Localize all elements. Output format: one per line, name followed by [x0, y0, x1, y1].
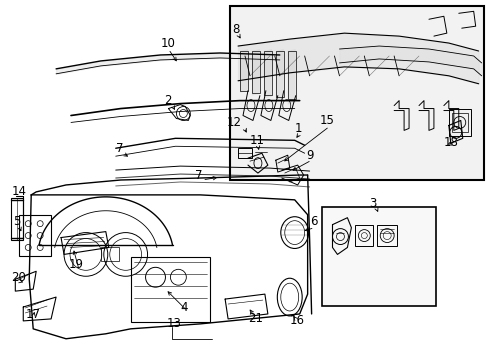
Text: 11: 11: [249, 134, 264, 147]
Text: 7: 7: [195, 168, 203, 181]
Text: 9: 9: [306, 149, 313, 162]
Bar: [448, 109, 470, 136]
Text: 1: 1: [294, 122, 302, 135]
Bar: [287, 51, 295, 99]
Bar: [251, 51, 260, 93]
Text: 13: 13: [166, 318, 181, 330]
Text: 21: 21: [247, 312, 263, 325]
Text: 4: 4: [180, 301, 187, 314]
Text: 8: 8: [232, 23, 239, 36]
Text: 7: 7: [116, 142, 123, 155]
Bar: [101, 247, 119, 261]
Text: 15: 15: [319, 114, 334, 127]
Bar: [11, 198, 23, 239]
Text: 20: 20: [11, 271, 26, 284]
Bar: [254, 148, 266, 157]
Text: 2: 2: [164, 94, 172, 107]
Polygon shape: [275, 49, 283, 102]
Bar: [238, 148, 251, 158]
Bar: [451, 113, 467, 132]
Bar: [321, 207, 435, 306]
Bar: [130, 257, 210, 322]
Bar: [230, 6, 483, 180]
Text: 10: 10: [160, 37, 175, 50]
Bar: [264, 51, 271, 95]
Bar: [240, 51, 247, 91]
Text: 17: 17: [25, 309, 40, 321]
Text: 18: 18: [443, 136, 458, 149]
Polygon shape: [251, 49, 260, 96]
Bar: [19, 215, 51, 256]
Polygon shape: [240, 49, 247, 93]
Bar: [244, 133, 258, 143]
Text: 14: 14: [11, 185, 26, 198]
Bar: [355, 225, 372, 247]
Text: 12: 12: [226, 116, 242, 129]
Text: 19: 19: [69, 258, 84, 271]
Text: 6: 6: [309, 215, 317, 228]
Bar: [275, 51, 283, 96]
Polygon shape: [287, 49, 295, 105]
Text: 16: 16: [289, 314, 304, 327]
Text: 5: 5: [13, 215, 20, 228]
Text: 3: 3: [368, 197, 376, 210]
Bar: [376, 225, 396, 247]
Polygon shape: [264, 49, 271, 99]
